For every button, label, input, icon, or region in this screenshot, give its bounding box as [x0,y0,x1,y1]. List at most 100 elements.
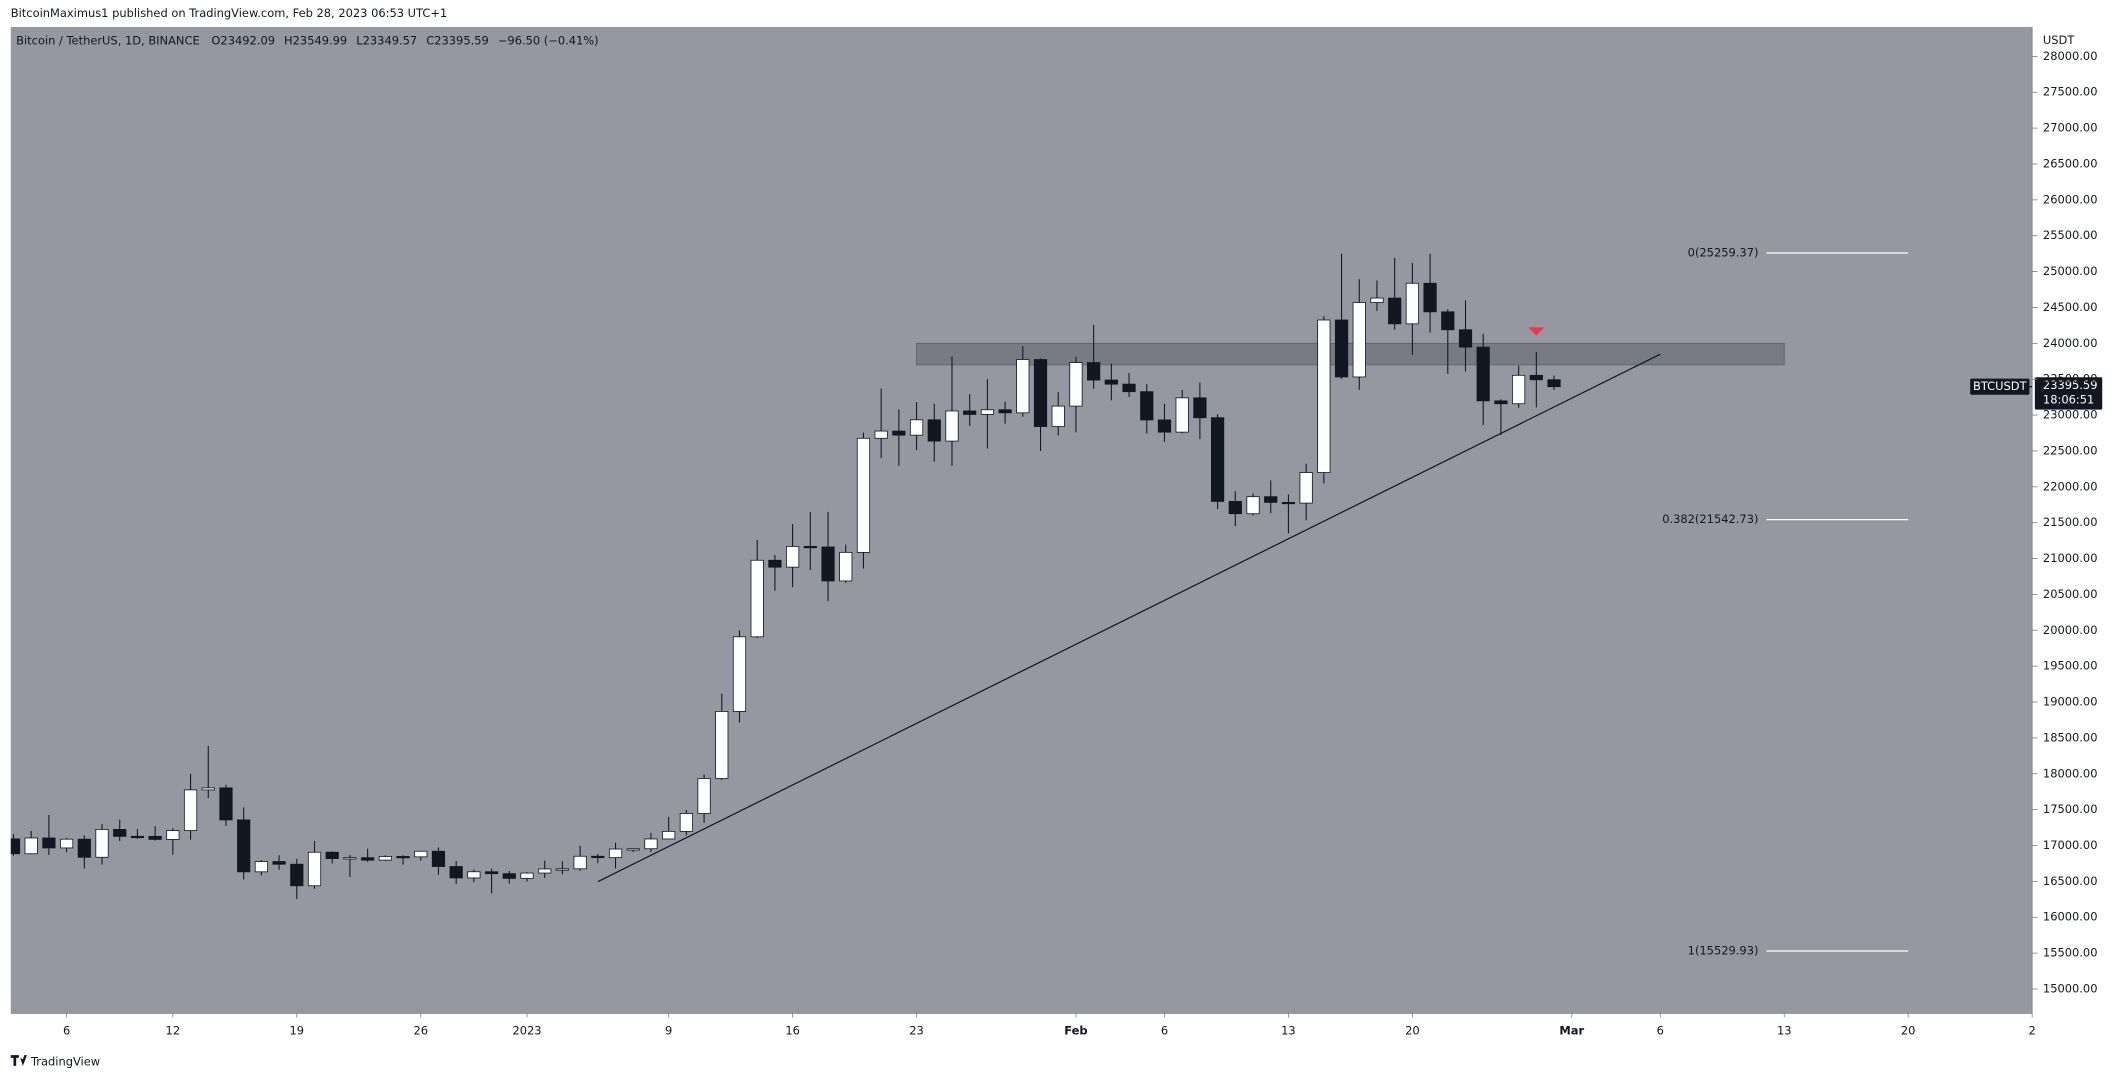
y-tick-label: 17500.00 [2043,802,2098,816]
x-tick-label: 20 [1901,1023,1916,1037]
candle-down [10,838,21,855]
candle-up [608,848,623,859]
y-tick-label: 25500.00 [2043,228,2098,242]
candle-up [715,711,729,779]
candle-down [1529,374,1543,381]
candle-down [963,410,977,415]
candle-down [484,871,499,875]
candle-up [60,838,74,849]
signal-marker [1528,327,1545,336]
y-tick-label: 17000.00 [2043,838,2098,852]
candle-up [786,546,800,568]
x-tick-label: 23 [909,1023,924,1037]
candle-up [201,787,215,791]
candle-down [591,855,605,859]
candle-up [307,851,322,887]
candle-up [697,778,711,814]
candle-down [1334,319,1349,378]
candle-down [1122,383,1136,393]
candle-down [1104,379,1118,385]
publisher: BitcoinMaximus1 published on TradingView… [11,6,447,20]
candle-down [1210,417,1225,502]
candle-up [662,830,676,840]
candle-up [520,872,534,879]
candle-down [113,829,127,837]
candle-down [361,857,375,861]
y-tick-label: 23000.00 [2043,408,2098,422]
candle-down [325,851,339,859]
candle-down [998,409,1012,414]
candle-down [272,861,286,865]
y-tick-label: 22500.00 [2043,443,2098,457]
y-tick-label: 22000.00 [2043,479,2098,493]
legend: Bitcoin / TetherUS, 1D, BINANCE O23492.0… [16,33,598,47]
legend-open: O23492.09 [211,33,275,47]
resistance-zone [916,342,1785,366]
y-tick-label: 16500.00 [2043,874,2098,888]
candle-down [1388,297,1402,325]
candle-down [1087,362,1101,381]
x-tick-label: 6 [63,1023,70,1037]
x-tick-label: 19 [290,1023,305,1037]
candle-up [626,848,640,851]
legend-low: L23349.57 [356,33,417,47]
y-tick-label: 18000.00 [2043,766,2098,780]
candle-up [24,837,38,855]
candle-down [77,838,91,858]
footer: TradingView [30,1054,100,1068]
y-tick-label: 20000.00 [2043,623,2098,637]
trendline [597,353,1661,883]
legend-high: H23549.99 [284,33,347,47]
x-tick-label: Mar [1559,1023,1584,1037]
candle-up [467,871,481,879]
price-label: 23395.59 [2043,378,2098,392]
candle-down [1193,397,1207,419]
y-tick-label: 25000.00 [2043,264,2098,278]
y-tick-label: 27500.00 [2043,85,2098,99]
candle-down [821,546,835,582]
legend-symbol: Bitcoin / TetherUS, 1D, BINANCE [16,33,200,47]
candle-down [1547,379,1561,388]
x-tick-label: 9 [665,1023,672,1037]
candle-down [1441,311,1455,331]
price-box [2034,377,2103,410]
candle-up [414,850,428,858]
y-tick-label: 18500.00 [2043,730,2098,744]
candle-up [1051,405,1065,427]
candle-down [290,863,304,887]
candle-down [130,835,145,839]
y-tick-label: 15500.00 [2043,946,2098,960]
candle-down [1458,329,1473,348]
x-tick-label: Feb [1064,1023,1087,1037]
candle-down [1281,501,1296,505]
candle-down [1494,400,1508,405]
x-tick-label: 13 [1281,1023,1296,1037]
candle-down [219,787,233,821]
candle-up [909,419,924,436]
candle-down [449,866,463,879]
candle-down [431,850,446,867]
candle-up [1370,297,1384,303]
candle-up [1175,397,1189,433]
y-tick-label: 26500.00 [2043,156,2098,170]
fib-label: 0.382(21542.73) [1662,512,1758,526]
y-tick-label: 24500.00 [2043,300,2098,314]
y-tick-label: 28000.00 [2043,49,2098,63]
candle-up [183,789,198,831]
candle-up [166,830,180,840]
candle-up [1016,359,1030,414]
candle-down [502,873,516,879]
candle-down [1157,419,1172,433]
candle-up [732,636,747,712]
candle-up [980,409,994,415]
candle-down [1423,282,1437,313]
candle-down [1264,496,1278,503]
candle-down [148,835,162,840]
fib-label: 1(15529.93) [1688,943,1759,957]
candle-down [927,419,941,442]
candle-up [1405,282,1419,325]
candle-down [396,856,410,859]
y-tick-label: 24000.00 [2043,336,2098,350]
